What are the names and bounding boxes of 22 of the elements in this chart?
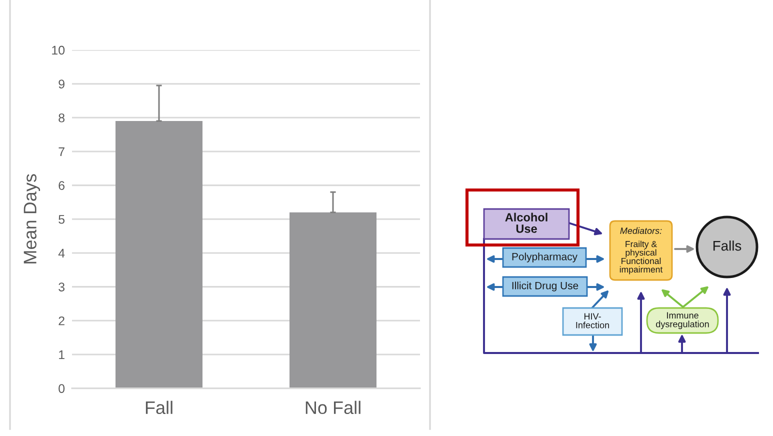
y-tick-label: 2: [58, 316, 64, 326]
x-tick-label: No Fall: [306, 400, 360, 414]
y-tick-label: 3: [58, 282, 65, 292]
text: HIV- Infection: [576, 313, 609, 328]
y-axis-title: Mean Days: [24, 174, 40, 264]
text: Polypharmacy: [512, 252, 578, 262]
y-tick-label: 5: [58, 215, 65, 224]
text: Mediators:: [620, 227, 662, 234]
text: Immune dysregulation: [656, 312, 709, 330]
y-tick-label: 9: [58, 80, 64, 88]
y-tick-label: 0: [58, 384, 65, 393]
y-tick-label: 4: [58, 248, 65, 258]
x-tick-label: Fall: [146, 400, 172, 414]
y-tick-label: 10: [52, 46, 65, 55]
text: Falls: [713, 240, 742, 251]
text: Illicit Drug Use: [512, 282, 578, 292]
y-tick-label: 6: [58, 181, 65, 190]
text: Frailty & physical Functional impairment: [620, 240, 663, 274]
text: Alcohol Use: [505, 212, 548, 233]
y-tick-label: 8: [58, 113, 65, 122]
y-tick-label: 7: [58, 147, 64, 156]
y-tick-label: 1: [59, 350, 64, 359]
